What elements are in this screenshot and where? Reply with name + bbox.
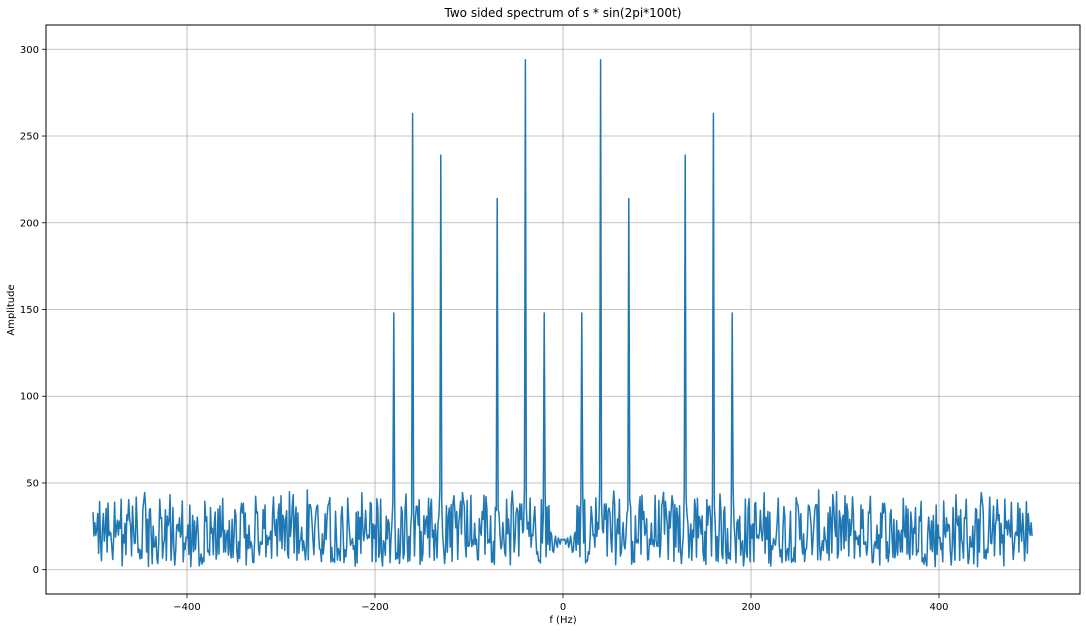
x-tick-label: −200 bbox=[361, 602, 388, 613]
y-tick-label: 200 bbox=[20, 218, 39, 229]
series-layer bbox=[92, 58, 1033, 568]
y-tick-label: 150 bbox=[20, 305, 39, 316]
y-tick-label: 100 bbox=[20, 392, 39, 403]
series-line bbox=[92, 58, 1033, 568]
grid-layer bbox=[46, 25, 1080, 594]
x-tick-label: 0 bbox=[560, 602, 566, 613]
x-tick-label: −400 bbox=[173, 602, 200, 613]
chart-title: Two sided spectrum of s * sin(2pi*100t) bbox=[444, 6, 682, 20]
y-tick-label: 0 bbox=[33, 565, 39, 576]
y-axis-label: Amplitude bbox=[6, 284, 17, 335]
x-axis-label: f (Hz) bbox=[549, 615, 576, 626]
tick-layer: −400 −200 0 200 400 0 50 100 150 200 250 300 bbox=[20, 45, 949, 613]
y-tick-label: 50 bbox=[26, 478, 39, 489]
y-tick-label: 300 bbox=[20, 45, 39, 56]
x-tick-label: 200 bbox=[741, 602, 760, 613]
y-tick-label: 250 bbox=[20, 132, 39, 143]
x-tick-label: 400 bbox=[929, 602, 948, 613]
